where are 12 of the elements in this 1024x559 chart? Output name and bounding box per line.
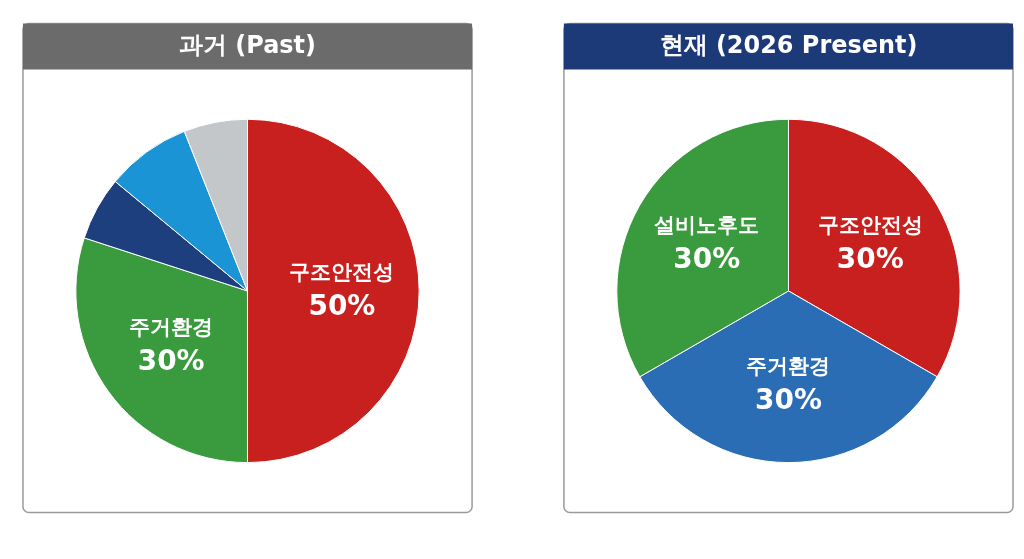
slice-label: 주거환경 xyxy=(746,354,831,379)
data-label: 30% xyxy=(137,344,205,378)
chart-title: 현재 (2026 Present) xyxy=(659,31,918,60)
slice-label: 구조안전성 xyxy=(289,259,395,284)
data-label: 30% xyxy=(673,241,741,275)
chart-title: 과거 (Past) xyxy=(179,31,316,60)
data-label: 30% xyxy=(836,241,904,275)
slice-label: 설비노후도 xyxy=(654,212,760,237)
data-label: 30% xyxy=(755,383,822,417)
data-label: 50% xyxy=(308,288,376,322)
slice-label: 구조안전성 xyxy=(817,212,923,237)
slice-label: 주거환경 xyxy=(129,315,214,340)
